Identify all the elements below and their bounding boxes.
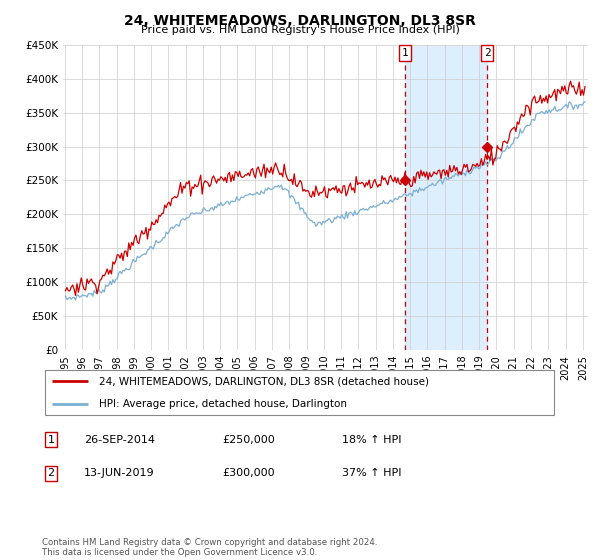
Text: HPI: Average price, detached house, Darlington: HPI: Average price, detached house, Darl… <box>99 399 347 409</box>
Text: 2: 2 <box>484 48 490 58</box>
Text: 1: 1 <box>402 48 409 58</box>
Text: 2: 2 <box>47 468 55 478</box>
Text: Contains HM Land Registry data © Crown copyright and database right 2024.
This d: Contains HM Land Registry data © Crown c… <box>42 538 377 557</box>
FancyBboxPatch shape <box>44 370 554 415</box>
Text: 1: 1 <box>47 435 55 445</box>
Text: 18% ↑ HPI: 18% ↑ HPI <box>342 435 401 445</box>
Text: 24, WHITEMEADOWS, DARLINGTON, DL3 8SR (detached house): 24, WHITEMEADOWS, DARLINGTON, DL3 8SR (d… <box>99 376 429 386</box>
Text: Price paid vs. HM Land Registry's House Price Index (HPI): Price paid vs. HM Land Registry's House … <box>140 25 460 35</box>
Bar <box>405 45 487 350</box>
Text: £250,000: £250,000 <box>222 435 275 445</box>
Text: 24, WHITEMEADOWS, DARLINGTON, DL3 8SR: 24, WHITEMEADOWS, DARLINGTON, DL3 8SR <box>124 14 476 28</box>
Text: £300,000: £300,000 <box>222 468 275 478</box>
Text: 26-SEP-2014: 26-SEP-2014 <box>84 435 155 445</box>
Text: 13-JUN-2019: 13-JUN-2019 <box>84 468 155 478</box>
Text: 37% ↑ HPI: 37% ↑ HPI <box>342 468 401 478</box>
